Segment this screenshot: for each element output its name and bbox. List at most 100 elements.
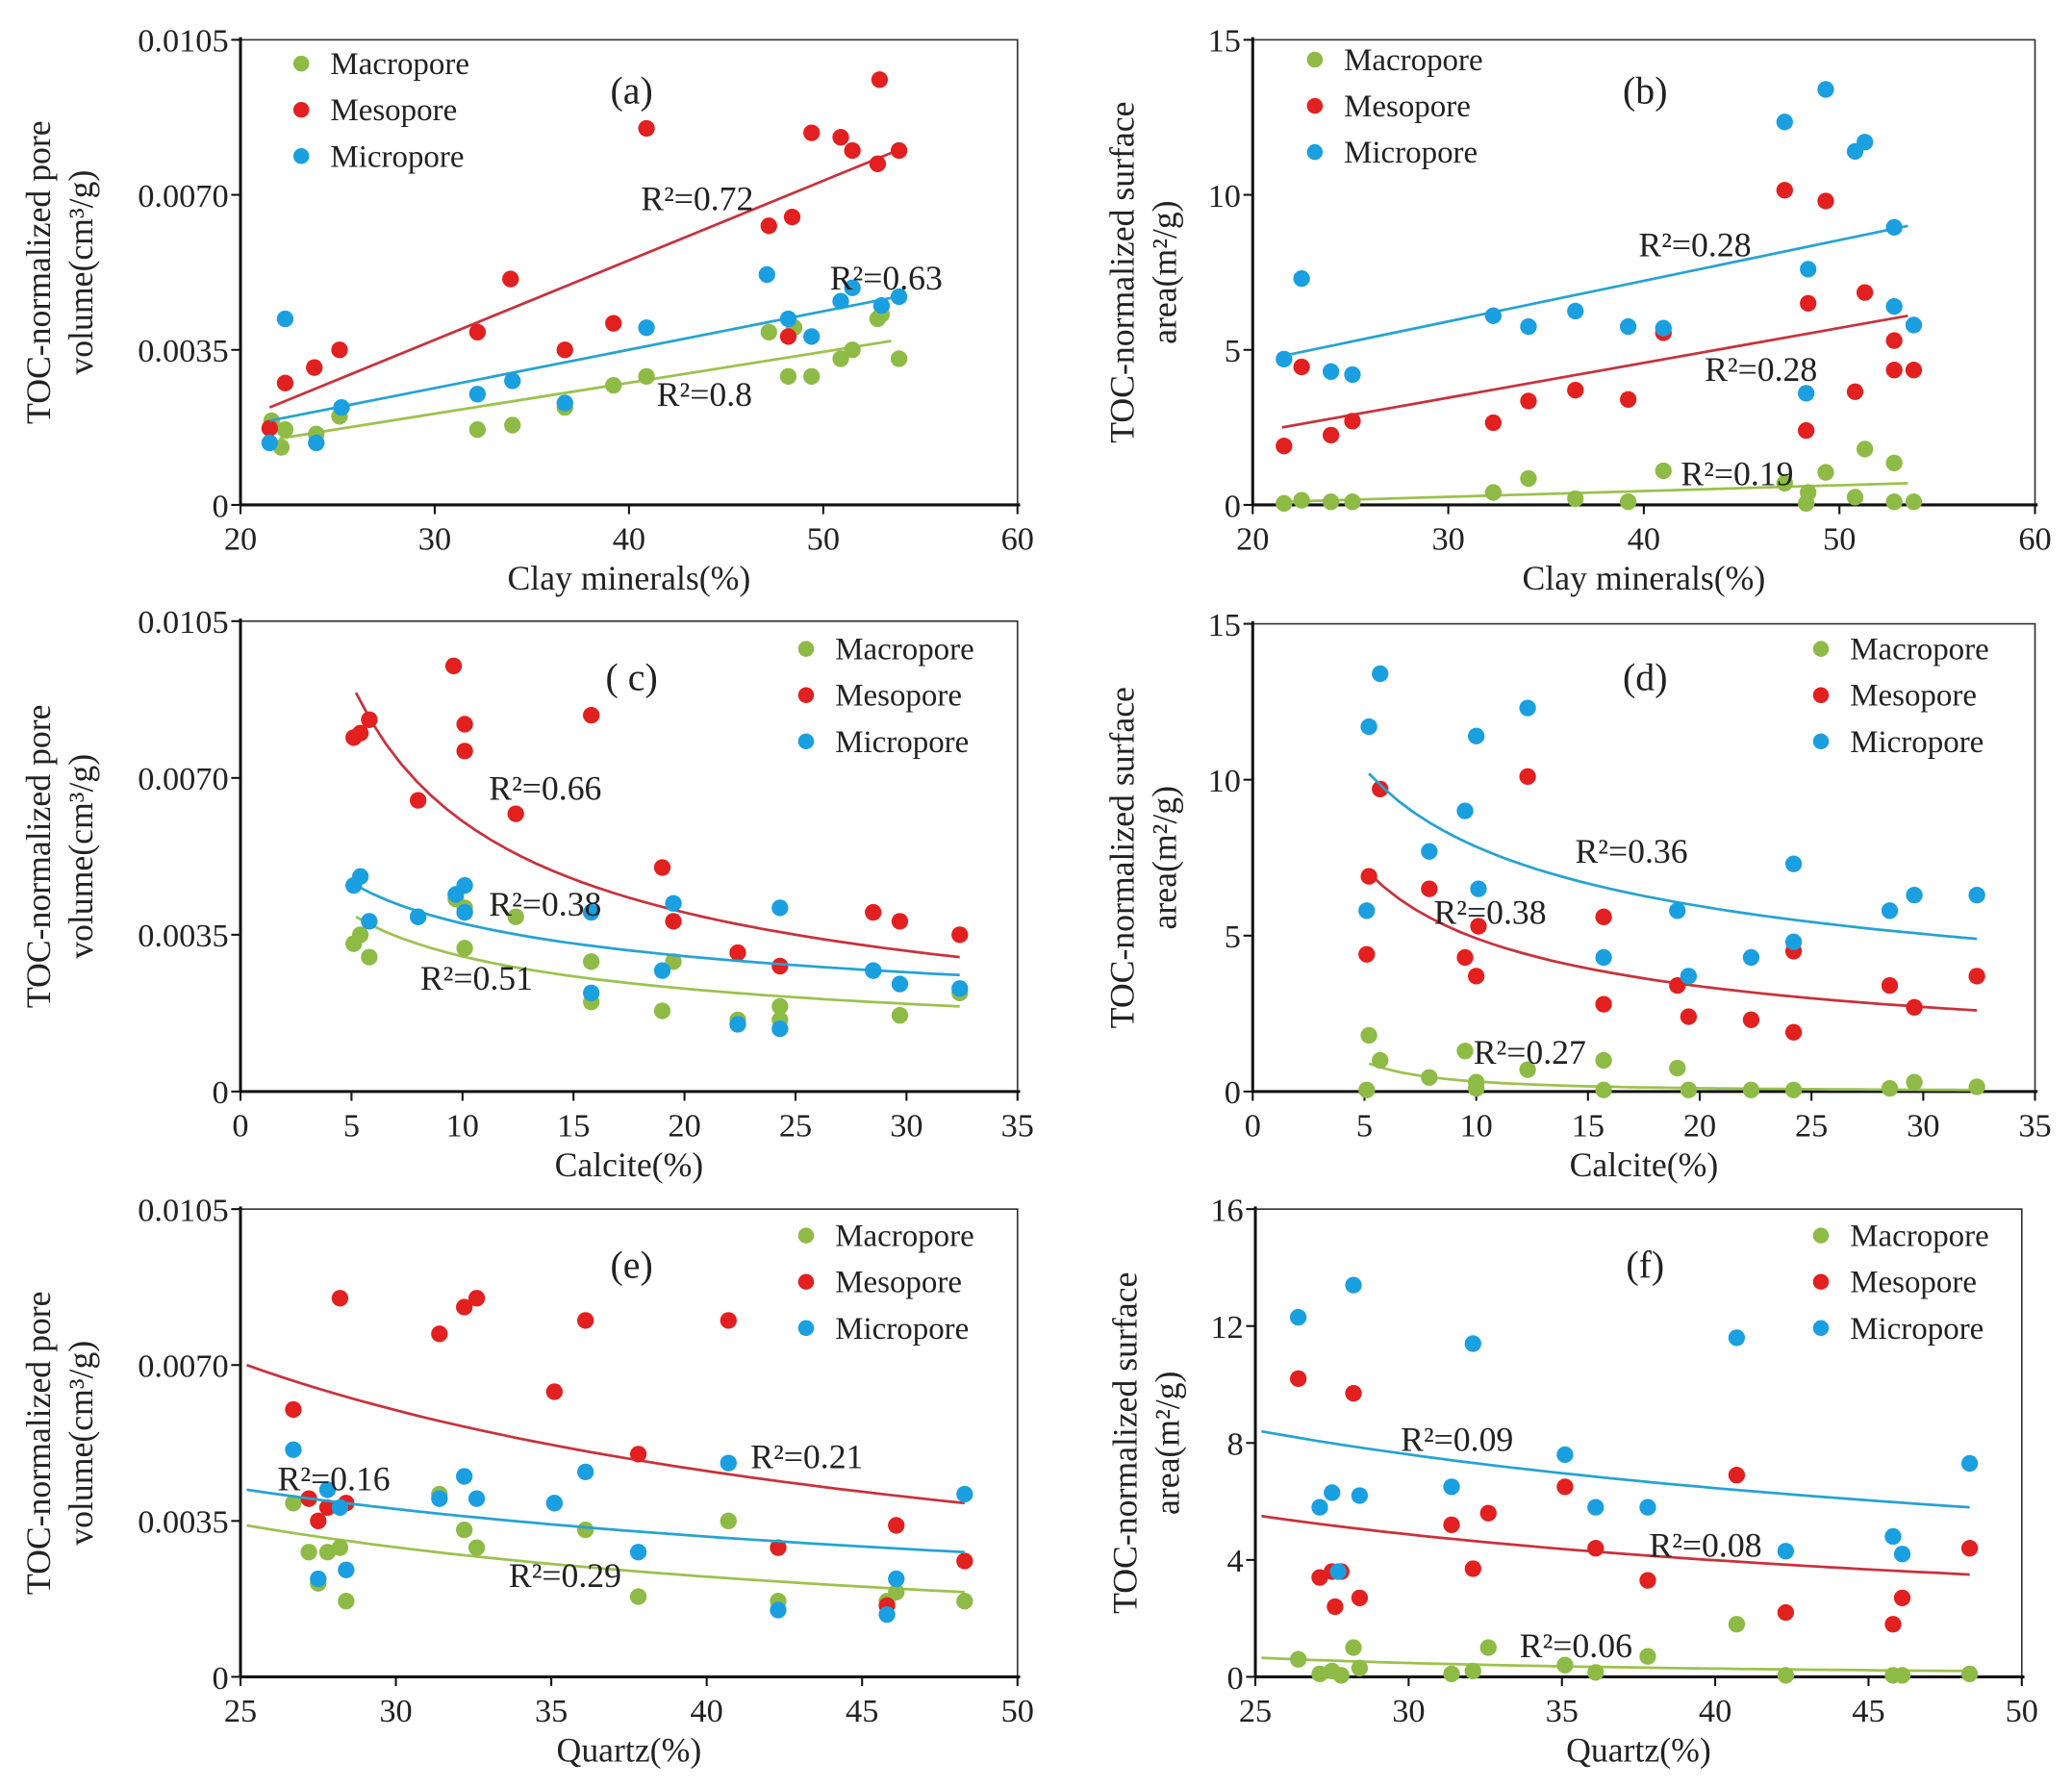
r-squared-label: R²=0.8: [657, 375, 752, 414]
data-point-micropore: [1595, 948, 1612, 967]
data-point-micropore: [803, 328, 821, 345]
legend-marker-macropore: [1812, 1227, 1830, 1244]
data-point-mesopore: [1742, 1011, 1760, 1028]
data-point-mesopore: [1884, 1616, 1902, 1633]
data-point-micropore: [1443, 1478, 1460, 1496]
data-point-mesopore: [1960, 1540, 1979, 1557]
legend-marker-mesopore: [797, 1273, 815, 1290]
data-point-mesopore: [760, 217, 777, 235]
legend-marker-micropore: [1306, 143, 1324, 161]
data-point-macropore: [1905, 493, 1923, 511]
data-point-micropore: [1906, 886, 1923, 904]
data-point-micropore: [1742, 948, 1760, 967]
data-point-micropore: [456, 903, 473, 921]
x-tick-label: 10: [446, 1108, 479, 1145]
data-point-macropore: [638, 367, 655, 386]
y-tick-label: 16: [1210, 1192, 1243, 1228]
x-tick-label: 0: [1245, 1108, 1261, 1145]
x-tick-label: 50: [1823, 521, 1856, 558]
data-point-micropore: [331, 1498, 349, 1517]
data-point-macropore: [1639, 1648, 1656, 1665]
data-point-mesopore: [956, 1552, 973, 1570]
data-point-mesopore: [583, 706, 600, 724]
x-tick-label: 30: [418, 521, 451, 558]
x-axis-label: Calcite(%): [555, 1146, 704, 1184]
data-point-mesopore: [1800, 294, 1817, 313]
data-point-micropore: [583, 903, 600, 921]
y-axis-label: TOC-normalized pore: [19, 1291, 58, 1595]
data-point-micropore: [1293, 269, 1310, 288]
fit-line-micropore: [355, 884, 960, 977]
x-tick-label: 10: [1459, 1108, 1492, 1145]
data-point-mesopore: [1587, 1540, 1605, 1557]
data-point-macropore: [832, 350, 849, 367]
data-point-micropore: [1456, 802, 1474, 819]
data-point-macropore: [665, 953, 682, 970]
data-point-micropore: [1655, 319, 1672, 337]
data-point-mesopore: [1567, 382, 1584, 399]
x-axis-label: Calcite(%): [1570, 1146, 1719, 1184]
y-tick-label: 12: [1210, 1309, 1243, 1346]
r-squared-label: R²=0.72: [641, 180, 753, 218]
data-point-micropore: [1484, 307, 1503, 324]
data-point-micropore: [844, 279, 861, 296]
y-tick-label: 4: [1227, 1543, 1244, 1579]
data-point-mesopore: [507, 805, 524, 822]
data-point-mesopore: [306, 359, 323, 376]
data-point-mesopore: [318, 1498, 337, 1517]
data-point-mesopore: [456, 743, 473, 760]
y-tick-label: 0.0035: [138, 333, 228, 369]
fit-line-mesopore: [1261, 1514, 1970, 1576]
fit-line-micropore: [1368, 772, 1978, 941]
data-point-macropore: [1464, 1662, 1481, 1680]
data-point-mesopore: [1358, 945, 1376, 963]
data-point-mesopore: [1885, 362, 1903, 379]
data-point-mesopore: [444, 657, 463, 675]
data-point-macropore: [583, 953, 600, 970]
chart-panel: 20 30 40 50 60 0 5 10 15 Clay minerals(%) TOC-norm…: [1103, 23, 2052, 597]
y-tick-label: 8: [1227, 1426, 1244, 1463]
panel-label: ( c): [606, 656, 658, 698]
data-point-micropore: [653, 962, 671, 979]
data-point-micropore: [1776, 113, 1793, 131]
r-squared-label: R²=0.08: [1649, 1525, 1761, 1564]
y-tick-label: 0.0070: [138, 1348, 228, 1385]
x-tick-label: 35: [2018, 1108, 2051, 1145]
data-point-micropore: [832, 292, 849, 310]
data-point-micropore: [1324, 1484, 1341, 1501]
data-point-micropore: [1784, 855, 1803, 872]
legend-label: Micropore: [330, 139, 464, 174]
data-point-mesopore: [1595, 908, 1612, 925]
data-point-mesopore: [951, 926, 969, 944]
data-point-mesopore: [1344, 413, 1361, 430]
panel-label: (b): [1623, 69, 1667, 112]
x-tick-label: 25: [779, 1108, 812, 1145]
data-point-mesopore: [467, 1290, 486, 1307]
data-point-macropore: [1484, 484, 1503, 501]
data-point-mesopore: [1322, 426, 1340, 444]
data-point-micropore: [1784, 933, 1803, 950]
r-squared-label: R²=0.51: [420, 959, 533, 997]
data-point-macropore: [720, 1512, 737, 1529]
data-point-macropore: [1479, 1639, 1497, 1656]
data-point-micropore: [770, 1601, 787, 1619]
data-point-mesopore: [261, 419, 278, 437]
legend-label: Micropore: [1344, 136, 1478, 170]
data-point-micropore: [455, 1468, 473, 1485]
data-point-mesopore: [1351, 1589, 1369, 1607]
data-point-mesopore: [1776, 182, 1793, 199]
data-point-mesopore: [1484, 414, 1503, 432]
data-point-mesopore: [1519, 768, 1536, 786]
x-tick-label: 20: [1683, 1108, 1716, 1145]
data-point-mesopore: [865, 903, 882, 921]
data-point-mesopore: [276, 374, 294, 391]
data-point-mesopore: [665, 913, 682, 930]
r-squared-label: R²=0.29: [509, 1556, 621, 1595]
data-point-micropore: [1893, 1546, 1911, 1563]
data-point-macropore: [1857, 441, 1874, 458]
data-point-micropore: [878, 1605, 896, 1624]
y-tick-label: 0.0105: [138, 23, 228, 60]
data-point-micropore: [1421, 843, 1438, 860]
data-point-micropore: [771, 899, 789, 917]
data-point-micropore: [891, 975, 909, 993]
